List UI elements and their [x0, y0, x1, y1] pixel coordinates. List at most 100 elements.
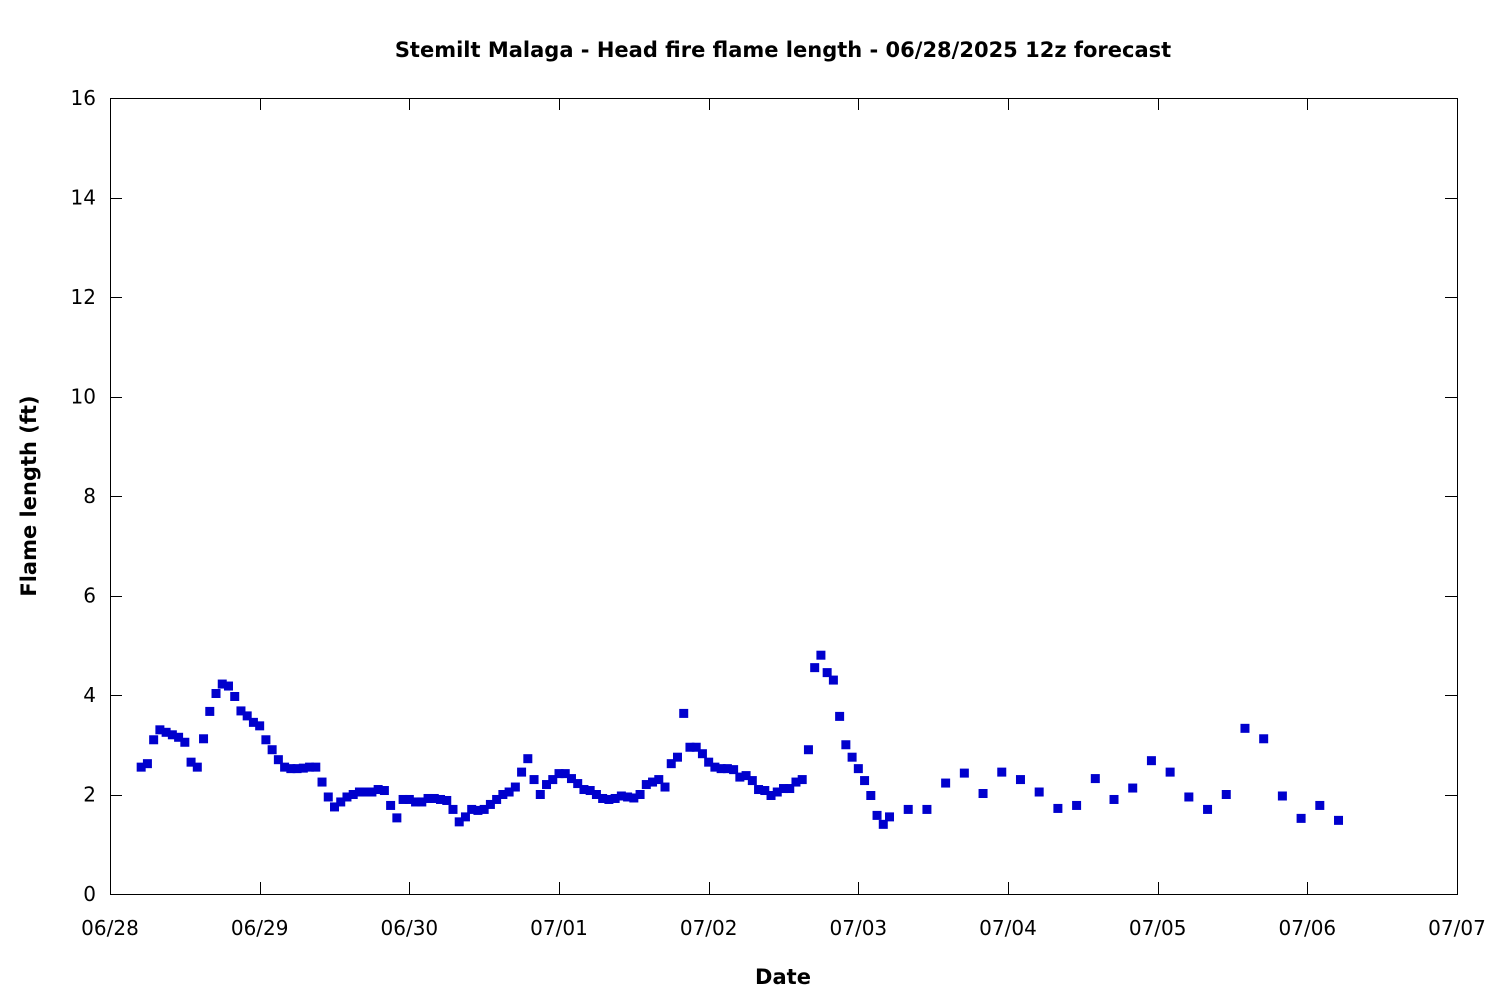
data-point	[1221, 790, 1231, 799]
data-point	[467, 804, 477, 814]
data-point	[454, 817, 464, 827]
data-point	[542, 780, 552, 790]
data-point	[766, 790, 776, 800]
data-point	[473, 805, 483, 815]
data-point	[598, 793, 608, 803]
data-point	[217, 679, 227, 689]
data-point	[1165, 767, 1175, 777]
data-point	[860, 776, 870, 786]
y-tick-label: 0	[83, 882, 96, 906]
plot-frame	[110, 98, 1458, 895]
y-tick-label: 8	[83, 484, 96, 508]
data-point	[997, 767, 1007, 777]
data-point	[1090, 774, 1100, 784]
data-point	[716, 764, 726, 774]
data-point	[442, 795, 452, 805]
data-point	[392, 813, 402, 823]
data-point	[903, 804, 913, 814]
data-point	[835, 711, 845, 721]
x-tick-label: 06/28	[81, 916, 139, 940]
data-point	[554, 769, 564, 779]
data-point	[305, 762, 315, 772]
data-point	[361, 787, 371, 797]
data-point	[429, 793, 439, 803]
data-point	[810, 663, 820, 673]
data-point	[654, 775, 664, 785]
data-point	[641, 780, 651, 790]
data-point	[885, 812, 895, 822]
data-point	[498, 790, 508, 799]
data-point	[1240, 723, 1250, 733]
data-point	[666, 759, 676, 769]
data-point	[978, 789, 988, 799]
data-point	[760, 786, 770, 796]
y-axis-label: Flame length (ft)	[17, 395, 41, 596]
data-point	[292, 764, 302, 774]
data-point	[941, 778, 951, 788]
data-point	[180, 737, 190, 747]
data-point	[155, 725, 165, 735]
data-point	[816, 650, 826, 660]
data-point	[398, 794, 408, 804]
x-axis-label: Date	[755, 965, 811, 989]
y-tick-label: 2	[83, 783, 96, 807]
data-point	[149, 735, 159, 745]
data-point	[710, 762, 720, 772]
data-point	[735, 772, 745, 782]
data-point	[492, 794, 502, 804]
data-point	[242, 711, 252, 721]
data-point	[436, 794, 446, 804]
data-point	[623, 792, 633, 802]
data-point	[616, 791, 626, 801]
data-point	[529, 775, 539, 785]
data-point	[504, 787, 514, 797]
x-tick-label: 07/03	[830, 916, 888, 940]
data-point	[1034, 787, 1044, 797]
data-point	[741, 771, 751, 781]
y-tick-label: 6	[83, 584, 96, 608]
y-tick-label: 4	[83, 683, 96, 707]
data-point	[535, 790, 545, 799]
data-point	[685, 742, 695, 752]
data-point	[866, 790, 876, 800]
data-point	[379, 786, 389, 796]
data-point	[754, 785, 764, 795]
data-point	[797, 775, 807, 785]
data-point	[211, 689, 221, 699]
data-point	[853, 764, 863, 774]
data-point	[510, 782, 520, 792]
data-point	[679, 708, 689, 718]
y-tick-label: 14	[71, 186, 96, 210]
data-point	[230, 691, 240, 701]
data-point	[1146, 756, 1156, 766]
data-point	[1053, 803, 1063, 813]
data-point	[729, 765, 739, 775]
data-point	[273, 755, 283, 765]
data-point	[672, 752, 682, 762]
data-point	[1315, 800, 1325, 810]
data-point	[1334, 815, 1344, 825]
data-point	[573, 779, 583, 789]
data-point	[485, 799, 495, 809]
data-points	[136, 650, 1344, 829]
data-point	[635, 790, 645, 799]
data-point	[317, 777, 327, 787]
data-point	[523, 754, 533, 764]
data-point	[872, 810, 882, 820]
data-point	[411, 797, 421, 807]
data-point	[311, 762, 321, 772]
data-point	[199, 734, 209, 744]
data-point	[704, 757, 714, 767]
data-point	[186, 757, 196, 767]
x-tick-label: 06/29	[231, 916, 289, 940]
data-point	[448, 804, 458, 814]
data-point	[1203, 804, 1213, 814]
data-point	[803, 745, 813, 755]
data-point	[267, 745, 277, 755]
y-tick-label: 16	[71, 86, 96, 110]
data-point	[167, 730, 177, 740]
data-point	[323, 792, 333, 802]
data-point	[610, 793, 620, 803]
data-point	[959, 768, 969, 778]
data-point	[548, 775, 558, 785]
